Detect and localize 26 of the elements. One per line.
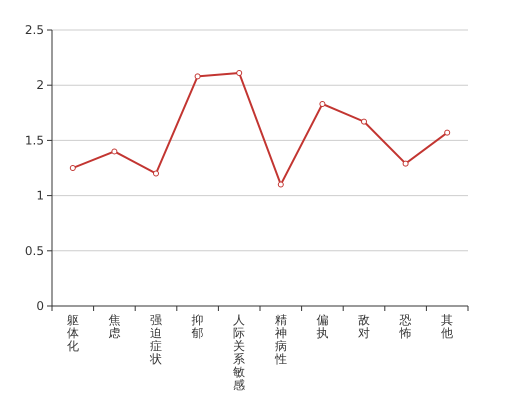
- y-tick-label: 2.5: [24, 23, 44, 37]
- x-tick-label: 偏执: [316, 313, 328, 340]
- point: [194, 73, 201, 80]
- x-tick-label: 躯体化: [66, 313, 79, 353]
- point: [278, 182, 284, 188]
- point: [444, 130, 450, 136]
- x-tick-label: 焦虑: [108, 313, 120, 340]
- y-tick-label: 2: [36, 78, 44, 92]
- x-tick-label: 敌对: [358, 313, 370, 340]
- y-tick-label: 0: [36, 299, 44, 313]
- point: [153, 170, 159, 177]
- y-tick-label: 1.5: [24, 133, 44, 148]
- point: [236, 70, 242, 76]
- point: [111, 148, 118, 154]
- y-tick-label: 1: [36, 188, 44, 203]
- point: [70, 165, 76, 171]
- y-tick-label: 0.5: [24, 244, 44, 258]
- point: [361, 118, 367, 125]
- x-tick-label: 强迫症状: [149, 313, 162, 366]
- point: [402, 160, 409, 167]
- x-tick-label: 恐怖: [398, 313, 412, 340]
- x-tick-label: 抑郁: [192, 313, 204, 340]
- point: [319, 100, 326, 107]
- x-tick-label: 其他: [441, 313, 454, 340]
- x-tick-label: 人际关系敏感: [233, 313, 246, 392]
- x-tick-label: 精神病性: [274, 313, 287, 366]
